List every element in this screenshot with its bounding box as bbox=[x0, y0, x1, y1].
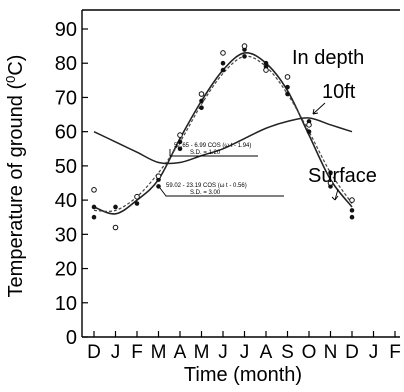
observed-point-filled bbox=[263, 60, 269, 66]
observed-point-filled bbox=[156, 184, 161, 189]
y-axis-title-sup: 0 bbox=[3, 76, 18, 83]
annotation-surface: Surface bbox=[308, 165, 377, 187]
annotation-in-depth: In depth bbox=[292, 47, 364, 69]
y-tick-label: 10 bbox=[55, 293, 77, 315]
observed-point-filled bbox=[220, 67, 226, 73]
observed-point-filled bbox=[349, 208, 355, 213]
y-tick-label: 80 bbox=[55, 53, 77, 75]
equation-bracket-upper bbox=[169, 149, 258, 157]
observed-point-filled bbox=[113, 204, 118, 210]
x-tick-label: M bbox=[194, 342, 210, 363]
observed-point-open bbox=[198, 91, 205, 97]
x-tick-label: F bbox=[131, 342, 143, 363]
observed-point-filled bbox=[177, 146, 183, 152]
marker-layer bbox=[91, 43, 355, 231]
observed-point-open bbox=[220, 50, 226, 56]
y-tick-label: 40 bbox=[55, 190, 77, 212]
x-tick-label: F bbox=[389, 342, 401, 363]
series-annotations: In depth 10ft Surface bbox=[292, 47, 377, 201]
y-axis-title: Temperature of ground (0C) bbox=[3, 55, 28, 298]
y-tick-label: 90 bbox=[55, 19, 77, 41]
series-layer bbox=[93, 52, 353, 215]
observed-point-open bbox=[327, 180, 334, 186]
annotation-10ft: 10ft bbox=[322, 81, 356, 103]
observed-point-filled bbox=[328, 170, 333, 176]
y-tick-label: 30 bbox=[55, 224, 77, 246]
x-tick-label: M bbox=[151, 342, 167, 363]
y-axis-title-unit: C) bbox=[5, 55, 27, 76]
depth-10ft-series-line bbox=[93, 117, 353, 165]
observed-point-open bbox=[155, 173, 162, 179]
x-tick-label: A bbox=[260, 342, 273, 363]
y-tick-label: 70 bbox=[55, 87, 77, 109]
observed-point-filled bbox=[242, 54, 247, 59]
x-tick-label: O bbox=[302, 342, 317, 363]
observed-point-filled bbox=[177, 139, 183, 145]
x-tick-label: J bbox=[111, 342, 121, 363]
x-tick-label: J bbox=[218, 342, 228, 363]
y-tick-label: 50 bbox=[55, 156, 77, 178]
observed-point-filled bbox=[349, 214, 355, 220]
x-tick-label: D bbox=[87, 342, 101, 363]
equation-box: 57.65 - 6.99 COS (ω t - 1.94) S.D. = 1.2… bbox=[159, 143, 284, 197]
observed-point-open bbox=[263, 67, 269, 73]
observed-point-filled bbox=[134, 201, 140, 206]
y-tick-label: 20 bbox=[55, 259, 77, 281]
observed-point-filled bbox=[306, 129, 312, 134]
x-tick-label: J bbox=[240, 342, 250, 363]
observed-point-filled bbox=[220, 60, 226, 66]
surface-annotation-arrowhead bbox=[331, 195, 339, 201]
y-tick-label: 0 bbox=[66, 327, 77, 349]
observed-point-filled bbox=[199, 98, 204, 104]
x-axis-title: Time (month) bbox=[184, 364, 302, 386]
observed-point-filled bbox=[199, 105, 204, 111]
x-tick-label: D bbox=[345, 342, 359, 363]
observed-point-open bbox=[177, 132, 183, 138]
observed-point-open bbox=[112, 224, 119, 231]
y-axis-ticks: 0 10 20 30 40 50 60 70 80 90 bbox=[55, 19, 88, 349]
x-tick-label: N bbox=[324, 342, 338, 363]
x-tick-label: S bbox=[281, 342, 294, 363]
observed-point-filled bbox=[285, 91, 290, 97]
observed-point-filled bbox=[285, 84, 290, 90]
y-tick-label: 60 bbox=[55, 122, 77, 144]
depth-annotation-arrowhead bbox=[312, 108, 319, 115]
depth-fit-sd: S.D. = 1.20 bbox=[190, 150, 221, 156]
x-tick-label: A bbox=[174, 342, 187, 363]
observed-point-open bbox=[241, 43, 248, 49]
observed-point-filled bbox=[91, 204, 97, 210]
surface-series-line bbox=[93, 52, 353, 215]
surface-fit-equation: 59.02 - 23.19 COS (ω t - 0.56) bbox=[166, 183, 247, 189]
depth-annotation-arrow bbox=[312, 102, 326, 115]
observed-point-open bbox=[306, 122, 312, 128]
observed-point-open bbox=[91, 187, 97, 193]
observed-point-open bbox=[284, 74, 291, 80]
y-axis-title-main: Temperature of ground ( bbox=[5, 83, 27, 298]
equation-bracket-lower bbox=[159, 187, 284, 197]
depth-fit-equation: 57.65 - 6.99 COS (ω t - 1.94) bbox=[174, 143, 251, 149]
x-tick-label: J bbox=[369, 342, 379, 363]
surface-fit-sd: S.D. = 3.00 bbox=[190, 190, 221, 196]
surface-annotation-arrow bbox=[334, 188, 339, 201]
observed-point-filled bbox=[91, 214, 97, 220]
plot-area bbox=[81, 9, 400, 338]
observed-point-open bbox=[349, 197, 355, 203]
observed-point-open bbox=[134, 193, 140, 200]
